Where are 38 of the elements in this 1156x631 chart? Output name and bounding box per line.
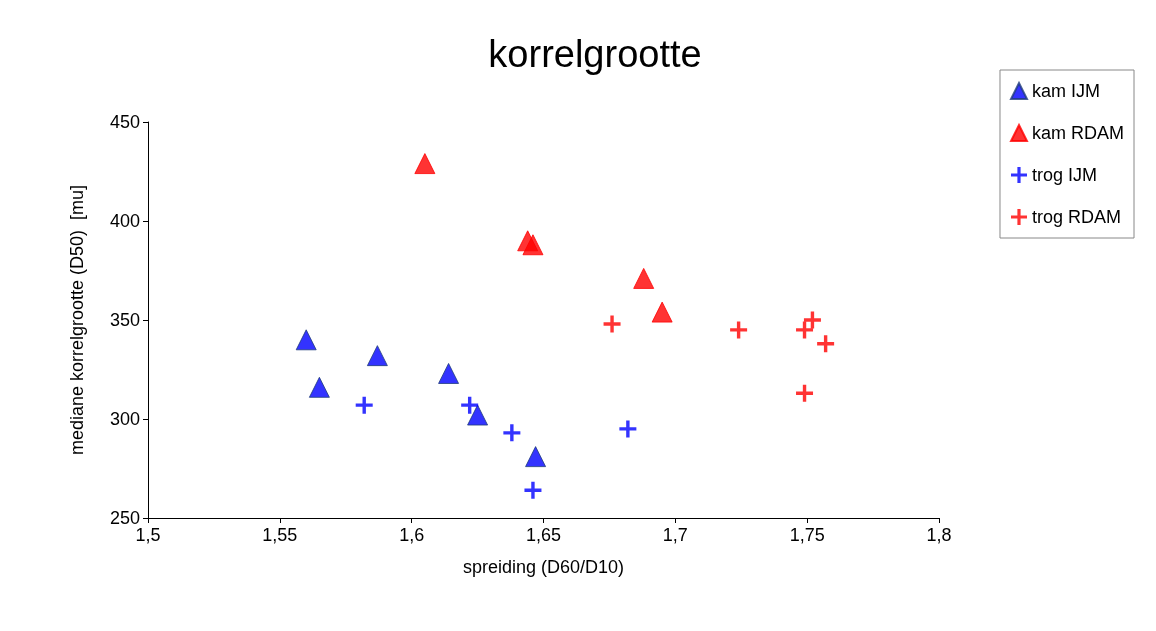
chart-title: korrelgrootte [488,33,702,75]
point [308,376,330,398]
point [414,153,436,175]
x-tick-label: 1,75 [789,525,825,545]
y-axis-title: mediane korrelgrootte (D50) [mu] [67,184,87,456]
x-tick-label: 1,6 [399,525,425,545]
point [525,446,547,468]
x-tick-label: 1,5 [135,525,161,545]
legend-label: kam IJM [1032,81,1101,101]
point [796,321,814,339]
legend-label: kam RDAM [1032,123,1125,143]
point [803,311,821,329]
y-tick-label: 350 [109,310,140,330]
point [438,362,460,384]
point [651,301,673,323]
legend-label: trog IJM [1032,165,1098,185]
x-tick-label: 1,7 [662,525,688,545]
y-tick-label: 450 [109,112,140,132]
y-tick-label: 400 [109,211,140,231]
point [461,396,479,414]
point [603,315,621,333]
point [730,321,748,339]
y-tick-label: 300 [109,409,140,429]
point [522,234,544,256]
legend-label: trog RDAM [1032,207,1122,227]
point [355,396,373,414]
point [366,345,388,367]
point [619,420,637,438]
point [524,481,542,499]
point [633,267,655,289]
x-tick-label: 1,8 [926,525,952,545]
point [295,329,317,351]
x-tick-label: 1,55 [262,525,298,545]
point [467,404,489,426]
point [503,424,521,442]
x-tick-label: 1,65 [525,525,562,545]
y-tick-label: 250 [109,508,140,528]
x-axis-title: spreiding (D60/D10) [462,557,625,577]
